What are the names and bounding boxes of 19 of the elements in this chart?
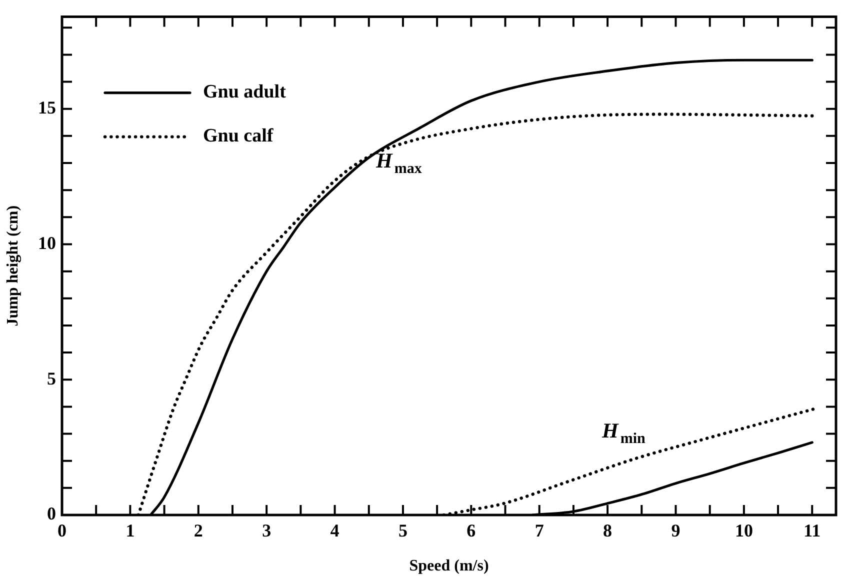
x-tick-label: 3	[262, 520, 272, 540]
x-tick-label: 6	[466, 520, 476, 540]
x-axis-title: Speed (m/s)	[409, 558, 489, 575]
legend-label: Gnu calf	[203, 126, 274, 147]
y-tick-label: 10	[38, 232, 56, 253]
x-tick-label: 8	[603, 520, 612, 540]
x-tick-label: 10	[734, 520, 753, 540]
x-tick-label: 2	[194, 520, 203, 540]
x-tick-label: 4	[330, 520, 340, 540]
y-axis-title: Jump height (cm)	[4, 205, 22, 326]
y-tick-label: 0	[47, 504, 56, 524]
x-tick-label: 5	[398, 520, 408, 540]
y-tick-label: 5	[47, 368, 56, 388]
legend-label: Gnu adult	[203, 82, 287, 103]
x-tick-label: 11	[804, 520, 821, 540]
x-tick-label: 9	[671, 520, 680, 540]
x-tick-label: 7	[534, 520, 544, 540]
x-tick-label: 1	[126, 520, 135, 540]
y-tick-label: 15	[38, 98, 56, 118]
